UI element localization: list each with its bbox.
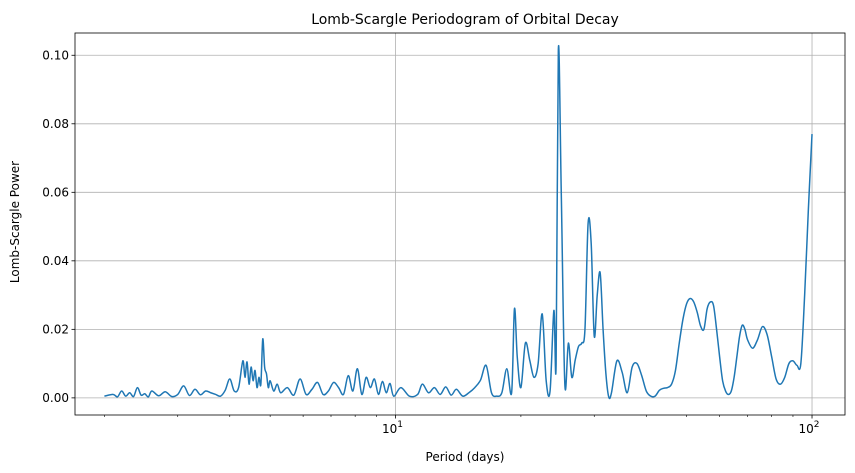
x-tick-label: 101 [382,420,403,436]
series-line-0 [104,45,813,400]
y-tick-label: 0.04 [42,254,69,268]
x-tick-exponent: 2 [814,420,820,430]
x-tick-exponent: 1 [397,420,403,430]
y-tick-label: 0.08 [42,117,69,131]
y-tick-label: 0.00 [42,391,69,405]
y-axis-label: Lomb-Scargle Power [8,161,22,283]
plot-frame [74,32,846,416]
x-tick-label: 102 [799,420,820,436]
y-tick-label: 0.10 [42,48,69,62]
y-tick-label: 0.06 [42,185,69,199]
x-tick-base: 10 [382,422,397,436]
chart-title: Lomb-Scargle Periodogram of Orbital Deca… [311,12,619,28]
series-lines [104,45,813,400]
x-axis-label: Period (days) [426,450,505,464]
y-tick-label: 0.02 [42,322,69,336]
grid [75,33,845,415]
axes [74,32,846,416]
x-tick-base: 10 [799,422,814,436]
